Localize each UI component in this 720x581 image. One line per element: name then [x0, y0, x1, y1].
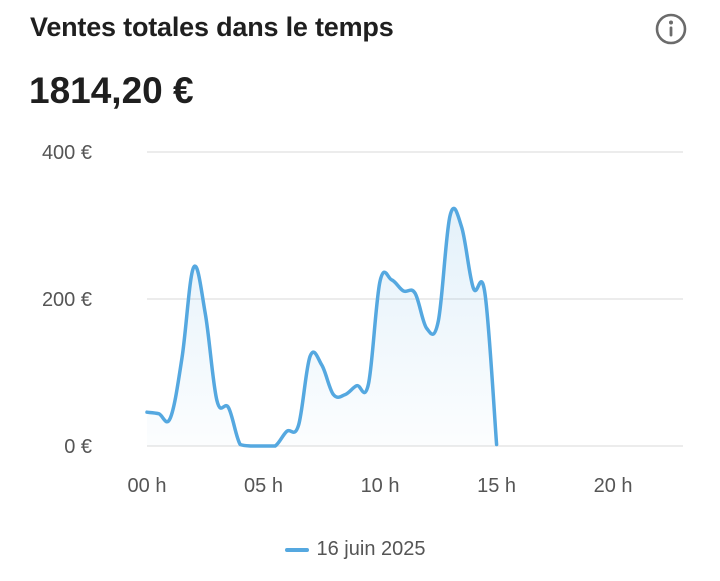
series-line: [145, 206, 499, 448]
y-tick-label: 400 €: [42, 142, 92, 164]
y-tick-label: 0 €: [64, 436, 92, 458]
y-tick-label: 200 €: [42, 289, 92, 311]
x-tick-label: 05 h: [244, 475, 283, 497]
x-tick-label: 20 h: [594, 475, 633, 497]
series-area: [147, 208, 497, 446]
card-title: Ventes totales dans le temps: [30, 12, 394, 42]
chart-legend: 16 juin 2025: [0, 538, 720, 561]
info-icon[interactable]: [655, 13, 687, 45]
total-sales-value: 1814,20 €: [29, 70, 194, 111]
x-tick-label: 10 h: [361, 475, 400, 497]
legend-label: 16 juin 2025: [316, 538, 426, 560]
x-tick-label: 15 h: [477, 475, 516, 497]
sales-line-chart: 0 € 200 € 400 € 00 h 05 h 10 h 15 h 20 h: [42, 142, 683, 497]
legend-swatch: [284, 547, 309, 552]
x-tick-label: 00 h: [128, 475, 167, 497]
